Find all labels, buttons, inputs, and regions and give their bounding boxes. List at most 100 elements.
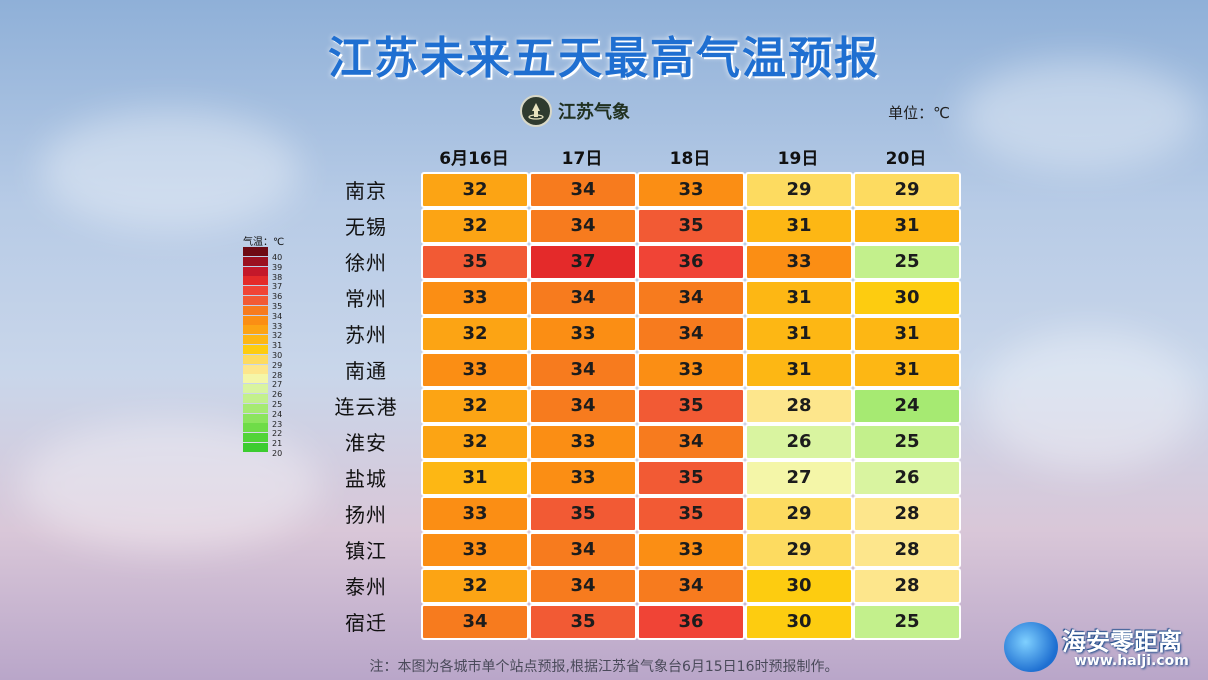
temperature-cell: 28 — [745, 388, 853, 424]
legend-label: 37 — [272, 282, 283, 292]
city-label: 南京 — [345, 179, 387, 203]
temperature-cell: 33 — [529, 316, 637, 352]
footnote: 注：本图为各城市单个站点预报,根据江苏省气象台6月15日16时预报制作。 — [369, 659, 839, 675]
watermark: 海安零距离 www.halji.com — [1004, 620, 1204, 676]
temperature-cell: 27 — [745, 460, 853, 496]
temperature-cell: 36 — [637, 604, 745, 640]
temperature-cell: 31 — [745, 280, 853, 316]
temperature-cell: 33 — [637, 352, 745, 388]
temperature-cell: 28 — [853, 568, 961, 604]
temperature-cell: 31 — [853, 208, 961, 244]
background-cloud — [960, 60, 1200, 170]
logo-text: 江苏气象 — [558, 102, 630, 123]
temperature-cell: 34 — [529, 352, 637, 388]
temperature-cell: 32 — [421, 568, 529, 604]
legend-swatch — [243, 403, 268, 413]
legend-label: 28 — [272, 370, 283, 380]
logo-emblem-icon — [520, 95, 552, 127]
temperature-cell: 32 — [421, 208, 529, 244]
city-label: 宿迁 — [345, 611, 387, 635]
legend-label: 22 — [272, 429, 283, 439]
city-label: 泰州 — [345, 575, 387, 599]
temperature-cell: 34 — [529, 388, 637, 424]
legend-label: 30 — [272, 351, 283, 360]
temperature-cell: 30 — [853, 280, 961, 316]
column-header: 19日 — [777, 149, 819, 169]
temperature-cell: 29 — [745, 496, 853, 532]
temperature-cell: 26 — [745, 424, 853, 460]
temperature-cell: 32 — [421, 316, 529, 352]
temperature-cell: 33 — [529, 424, 637, 460]
city-label: 苏州 — [345, 323, 387, 347]
temperature-cell: 31 — [421, 460, 529, 496]
temperature-cell: 32 — [421, 424, 529, 460]
temperature-cell: 25 — [853, 244, 961, 280]
temperature-cell: 34 — [529, 568, 637, 604]
legend-swatch — [243, 384, 268, 394]
legend-swatch — [243, 305, 268, 315]
temperature-cell: 33 — [421, 280, 529, 316]
legend-swatch — [243, 394, 268, 403]
background-cloud — [20, 420, 320, 550]
temperature-cell: 33 — [421, 532, 529, 568]
watermark-name: 海安零距离 — [1062, 628, 1182, 656]
temperature-cell: 29 — [745, 172, 853, 208]
legend-label: 39 — [272, 262, 283, 272]
temperature-cell: 34 — [421, 604, 529, 640]
watermark-url: www.halji.com — [1074, 653, 1189, 669]
temperature-cell: 35 — [637, 496, 745, 532]
city-label: 镇江 — [345, 539, 387, 563]
column-header: 6月16日 — [439, 149, 509, 169]
legend-swatch — [243, 296, 268, 305]
legend-swatch — [243, 374, 268, 384]
legend-swatch — [243, 413, 268, 423]
temperature-cell: 37 — [529, 244, 637, 280]
temperature-cell: 29 — [745, 532, 853, 568]
legend-label: 29 — [272, 360, 283, 370]
legend-swatch — [243, 354, 268, 364]
temperature-cell: 32 — [421, 388, 529, 424]
legend-swatch — [243, 266, 268, 276]
column-header: 20日 — [885, 149, 927, 169]
legend-swatch — [243, 423, 268, 433]
temperature-cell: 35 — [637, 460, 745, 496]
column-header: 18日 — [669, 149, 711, 169]
legend-title: 气温：℃ — [243, 237, 285, 248]
temperature-cell: 35 — [637, 388, 745, 424]
temperature-cell: 24 — [853, 388, 961, 424]
page-title: 江苏未来五天最高气温预报 — [328, 33, 880, 84]
temperature-cell: 34 — [529, 172, 637, 208]
city-label: 盐城 — [345, 467, 387, 491]
temperature-cell: 33 — [421, 496, 529, 532]
logo: 江苏气象 — [520, 93, 630, 129]
legend-swatch — [243, 315, 268, 325]
temperature-cell: 29 — [853, 172, 961, 208]
temperature-cell: 34 — [637, 316, 745, 352]
legend-label: 20 — [272, 449, 283, 458]
temperature-cell: 25 — [853, 604, 961, 640]
city-label: 徐州 — [345, 251, 387, 275]
legend-swatch — [243, 276, 268, 286]
temperature-cell: 28 — [853, 496, 961, 532]
temperature-cell: 33 — [745, 244, 853, 280]
legend-swatch — [243, 256, 268, 266]
temperature-cell: 30 — [745, 604, 853, 640]
temperature-cell: 31 — [745, 352, 853, 388]
temperature-cell: 33 — [637, 532, 745, 568]
temperature-cell: 33 — [637, 172, 745, 208]
temperature-cell: 31 — [745, 208, 853, 244]
temperature-cell: 35 — [421, 244, 529, 280]
background-cloud — [40, 110, 300, 230]
legend-swatch — [243, 345, 268, 354]
city-label: 无锡 — [345, 215, 387, 239]
city-label: 扬州 — [345, 503, 387, 527]
temperature-cell: 28 — [853, 532, 961, 568]
legend-label: 38 — [272, 272, 283, 282]
legend-swatch — [243, 433, 268, 443]
city-label: 连云港 — [334, 395, 398, 419]
legend-label: 32 — [272, 331, 283, 341]
temperature-cell: 34 — [529, 532, 637, 568]
legend-label: 36 — [272, 292, 283, 302]
city-label: 常州 — [345, 287, 387, 311]
city-label: 南通 — [345, 359, 387, 383]
